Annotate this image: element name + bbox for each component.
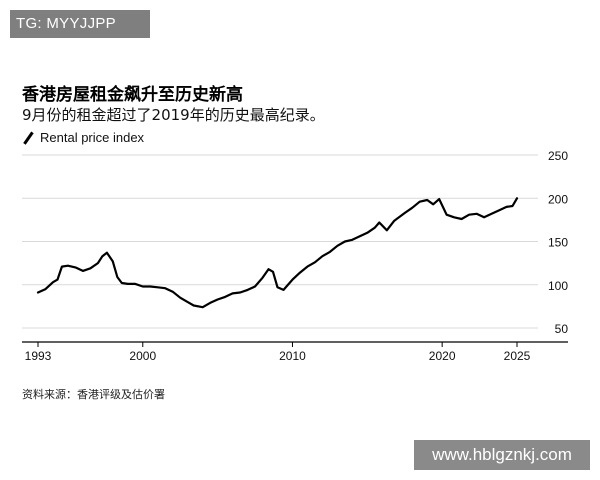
x-tick-label-1993: 1993 bbox=[25, 349, 52, 363]
x-tick-label-2025: 2025 bbox=[504, 349, 531, 363]
chart-subtitle: 9月份的租金超过了2019年的历史最高纪录。 bbox=[22, 106, 325, 124]
source-note: 资料来源：香港评级及估价署 bbox=[22, 388, 165, 401]
x-tick-label-2010: 2010 bbox=[279, 349, 306, 363]
y-tick-label-100: 100 bbox=[548, 279, 568, 293]
x-tick-label-2020: 2020 bbox=[429, 349, 456, 363]
watermark: www.hblgznkj.com bbox=[414, 440, 590, 470]
channel-tag: TG: MYYJJPP bbox=[10, 10, 150, 38]
legend-label: Rental price index bbox=[40, 130, 145, 145]
y-tick-label-200: 200 bbox=[548, 192, 568, 206]
chart-legend: Rental price index bbox=[22, 130, 144, 145]
series-line-0 bbox=[36, 197, 519, 309]
y-tick-label-250: 250 bbox=[548, 149, 568, 163]
chart-title: 香港房屋租金飙升至历史新高 bbox=[22, 85, 243, 105]
watermark-text: www.hblgznkj.com bbox=[432, 445, 572, 464]
y-tick-label-50: 50 bbox=[555, 322, 569, 336]
channel-tag-text: TG: MYYJJPP bbox=[16, 15, 116, 32]
x-tick-label-2000: 2000 bbox=[129, 349, 156, 363]
y-tick-label-150: 150 bbox=[548, 236, 568, 250]
